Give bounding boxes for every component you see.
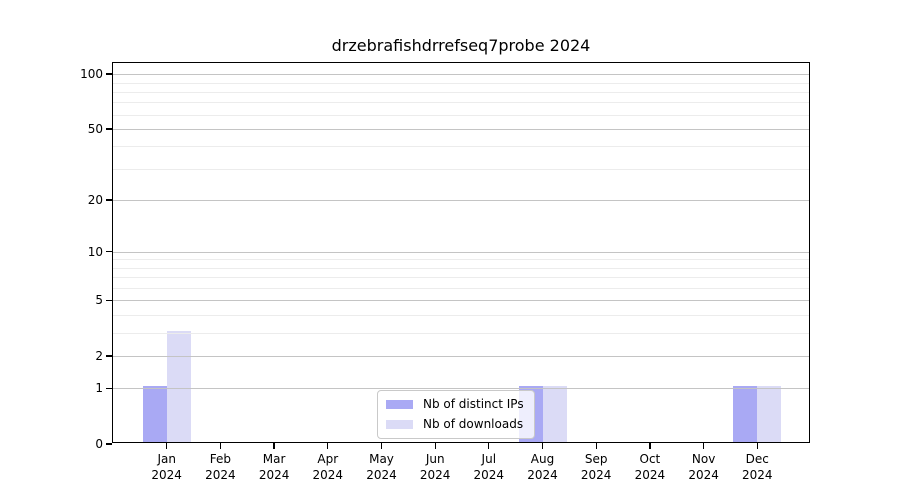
legend-label: Nb of downloads (423, 417, 524, 431)
y-axis-tick (106, 355, 112, 357)
y-axis-tick (106, 443, 112, 445)
plot-area: 0 1 2 5 10 20 50 100 Jan 2024 Feb 2024 Mar 2024 Apr 202… (80, 62, 810, 482)
gridline-major (113, 388, 809, 390)
chart-title: drzebrafishdrrefseq7probe 2024 (331, 36, 591, 55)
x-axis-tick (595, 443, 597, 449)
y-tick-label: 10 (87, 244, 103, 259)
x-tick-label: Apr 2024 (296, 451, 360, 483)
x-tick-month: Mar (262, 452, 286, 466)
x-tick-year: 2024 (527, 468, 558, 482)
y-axis-tick (106, 128, 112, 130)
x-tick-month: Sep (584, 452, 608, 466)
gridline-minor (113, 102, 809, 104)
x-axis-tick (219, 443, 222, 449)
x-axis-tick (702, 443, 705, 449)
y-tick-label: 2 (95, 348, 103, 363)
gridline-minor (113, 114, 809, 116)
gridline-minor (113, 267, 809, 269)
gridline-major (113, 251, 809, 253)
gridline-minor (113, 82, 809, 84)
x-axis-tick (488, 443, 490, 449)
y-tick-label: 0 (95, 437, 103, 451)
x-tick-label: Jun 2024 (403, 451, 467, 483)
x-tick-label: Oct 2024 (618, 451, 682, 483)
x-tick-label: Nov 2024 (672, 451, 736, 483)
x-tick-label: Dec 2024 (725, 451, 789, 483)
x-tick-label: May 2024 (350, 451, 414, 483)
gridline-minor (113, 259, 809, 261)
y-axis-tick (106, 387, 112, 390)
legend: Nb of distinct IPs Nb of downloads (377, 390, 535, 439)
x-tick-label: Jan 2024 (135, 451, 199, 483)
x-tick-month: Dec (745, 452, 769, 466)
legend-row: Nb of distinct IPs (386, 396, 524, 413)
bar-downloads (166, 330, 191, 442)
x-axis-tick (649, 443, 651, 449)
x-tick-label: Mar 2024 (242, 451, 306, 483)
x-axis-tick (380, 443, 383, 449)
x-tick-month: Nov (691, 452, 716, 466)
gridline-minor (113, 91, 809, 93)
x-tick-year: 2024 (258, 468, 290, 482)
x-tick-month: Oct (639, 452, 661, 466)
x-tick-month: May (369, 452, 394, 466)
x-tick-month: Apr (317, 452, 339, 466)
x-tick-label: Jul 2024 (457, 451, 521, 483)
gridline-major (113, 74, 809, 76)
gridline-minor (113, 288, 809, 289)
bar-downloads (757, 386, 782, 442)
x-tick-year: 2024 (634, 468, 666, 482)
x-tick-month: Jun (425, 452, 445, 466)
y-tick-label: 1 (95, 381, 103, 396)
y-axis-tick (106, 199, 112, 201)
bar-distinct-ips (142, 386, 167, 442)
gridline-major (113, 200, 809, 201)
legend-swatch (386, 400, 413, 409)
x-tick-year: 2024 (312, 468, 344, 482)
x-tick-month: Aug (530, 452, 555, 466)
x-axis-tick (273, 443, 275, 449)
x-tick-label: Sep 2024 (564, 451, 628, 483)
x-tick-month: Jul (481, 452, 497, 466)
x-tick-month: Feb (209, 452, 232, 466)
x-tick-label: Feb 2024 (188, 451, 252, 483)
y-axis-tick (106, 251, 112, 253)
x-axis-tick (756, 443, 758, 449)
x-axis-tick (327, 443, 329, 449)
bar-downloads (542, 386, 567, 442)
x-tick-year: 2024 (366, 468, 397, 482)
gridline-major (113, 355, 809, 357)
x-tick-year: 2024 (151, 468, 182, 482)
y-axis-tick (106, 299, 112, 302)
y-tick-label: 50 (87, 121, 103, 136)
gridline-minor (113, 332, 809, 334)
x-tick-year: 2024 (473, 468, 505, 482)
y-tick-label: 100 (80, 67, 103, 82)
x-tick-label: Aug 2024 (511, 451, 575, 483)
x-tick-year: 2024 (688, 468, 719, 482)
gridline-major (113, 300, 809, 302)
x-axis-tick (434, 443, 436, 449)
y-tick-label: 5 (95, 293, 103, 308)
gridline-minor (113, 168, 809, 170)
x-tick-year: 2024 (205, 468, 236, 482)
x-tick-year: 2024 (742, 468, 773, 482)
legend-label: Nb of distinct IPs (423, 397, 524, 411)
legend-swatch (386, 420, 413, 429)
x-axis-tick (541, 443, 544, 449)
x-tick-year: 2024 (419, 468, 451, 482)
y-axis-tick (106, 73, 112, 75)
gridline-minor (113, 277, 809, 279)
y-tick-label: 20 (87, 193, 103, 207)
x-axis-tick (166, 443, 168, 449)
x-tick-month: Jan (157, 452, 176, 466)
gridline-minor (113, 146, 809, 148)
legend-row: Nb of downloads (386, 416, 524, 433)
bar-distinct-ips (733, 386, 758, 442)
gridline-major (113, 128, 809, 130)
x-tick-year: 2024 (580, 468, 612, 482)
gridline-minor (113, 315, 809, 316)
